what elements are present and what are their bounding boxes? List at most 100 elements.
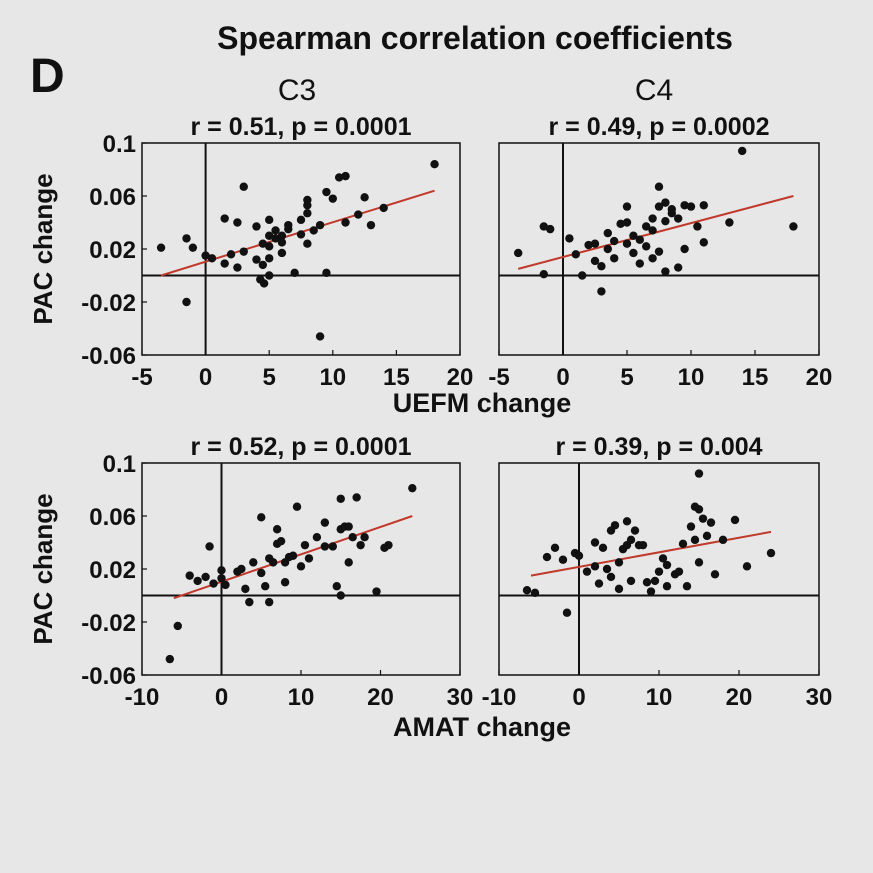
data-point: [635, 235, 644, 244]
data-point: [725, 218, 734, 227]
x-tick-label: 10: [646, 684, 673, 711]
chart-amat-c4: -10 0 10 20 30 r = 0.39, p = 0.004: [482, 433, 833, 711]
x-tick-label: 10: [678, 364, 705, 391]
x-tick-label: 30: [447, 684, 474, 711]
data-point: [614, 584, 624, 594]
data-point: [702, 531, 712, 541]
data-point: [710, 570, 720, 579]
y-tick-label: -0.06: [81, 663, 136, 690]
data-point: [654, 202, 664, 211]
data-point: [661, 216, 670, 226]
data-point: [629, 248, 638, 258]
x-tick-label: -10: [125, 684, 160, 711]
data-point: [217, 566, 226, 575]
data-point: [237, 564, 246, 574]
data-point: [258, 260, 268, 270]
data-point: [642, 578, 652, 587]
data-point: [188, 243, 198, 252]
data-point: [276, 536, 286, 546]
data-point: [661, 267, 670, 276]
data-point: [233, 218, 242, 227]
data-point: [680, 244, 689, 254]
data-point: [667, 209, 676, 218]
fit-line: [530, 530, 772, 577]
chart-uefm-c3: -5 0 5 10 15 20 0.1 0.06 0.02 -0.02 -0.06 PAC chang…: [28, 113, 473, 391]
data-point: [245, 597, 254, 607]
shared-xlabel-amat: AMAT change: [393, 712, 571, 742]
data-point: [156, 243, 166, 252]
x-tick-label: 15: [383, 364, 410, 391]
data-point: [201, 572, 210, 582]
x-tick-label: 0: [556, 364, 569, 391]
data-point: [303, 195, 312, 205]
data-point: [384, 540, 393, 550]
data-point: [582, 567, 592, 576]
data-point: [699, 201, 708, 210]
data-point: [328, 194, 337, 203]
data-point: [661, 198, 670, 207]
data-point: [674, 263, 683, 272]
data-point: [265, 215, 274, 225]
data-point: [686, 202, 696, 211]
data-point: [629, 231, 638, 240]
data-point: [320, 518, 330, 527]
data-point: [201, 251, 210, 260]
data-point: [265, 242, 274, 251]
data-point: [686, 522, 696, 531]
column-title-c3: C3: [278, 74, 316, 107]
data-point: [648, 254, 657, 263]
data-point: [642, 242, 651, 251]
x-tick-label: 20: [806, 364, 833, 391]
data-point: [614, 558, 624, 567]
data-point: [718, 535, 728, 545]
data-point: [542, 552, 552, 562]
data-point: [336, 591, 345, 600]
data-point: [678, 539, 688, 549]
x-tick-label: 0: [215, 684, 228, 711]
data-point: [239, 247, 248, 256]
data-point: [193, 576, 202, 586]
data-point: [694, 469, 704, 478]
x-tick-label: 5: [620, 364, 633, 391]
data-point: [312, 533, 322, 542]
data-point: [334, 173, 344, 182]
x-tick-label: 10: [319, 364, 346, 391]
data-point: [220, 259, 229, 268]
data-point: [597, 287, 606, 296]
data-point: [578, 271, 587, 280]
figure-title: Spearman correlation coefficients: [217, 20, 733, 56]
data-point: [241, 584, 250, 594]
data-point: [590, 256, 600, 266]
chart-title: r = 0.52, p = 0.0001: [191, 433, 412, 461]
data-point: [742, 562, 752, 571]
data-point: [277, 231, 287, 240]
data-point: [341, 171, 350, 181]
x-tick-label: 20: [726, 684, 753, 711]
data-point: [304, 554, 314, 563]
data-point: [303, 209, 312, 218]
data-point: [352, 493, 361, 502]
data-point: [271, 226, 280, 235]
data-point: [366, 220, 376, 230]
data-point: [590, 538, 600, 547]
y-tick-label: 0.1: [103, 451, 136, 478]
data-point: [430, 160, 439, 169]
chart-amat-c3: -10 0 10 20 30 0.1 0.06 0.02 -0.02 -0.06 PAC chang…: [28, 433, 473, 711]
data-point: [654, 247, 664, 256]
data-point: [550, 543, 560, 552]
data-point: [379, 203, 388, 213]
data-point: [603, 228, 612, 238]
data-point: [574, 551, 584, 560]
chart-title: r = 0.39, p = 0.004: [555, 433, 762, 461]
data-point: [277, 238, 287, 247]
data-point: [328, 542, 337, 551]
data-point: [654, 182, 664, 191]
data-point: [698, 514, 708, 523]
data-point: [265, 271, 274, 280]
data-point: [699, 238, 708, 247]
x-tick-label: -5: [488, 364, 509, 391]
data-point: [738, 146, 747, 156]
data-point: [694, 505, 704, 514]
data-point: [571, 250, 580, 259]
data-point: [622, 517, 632, 526]
